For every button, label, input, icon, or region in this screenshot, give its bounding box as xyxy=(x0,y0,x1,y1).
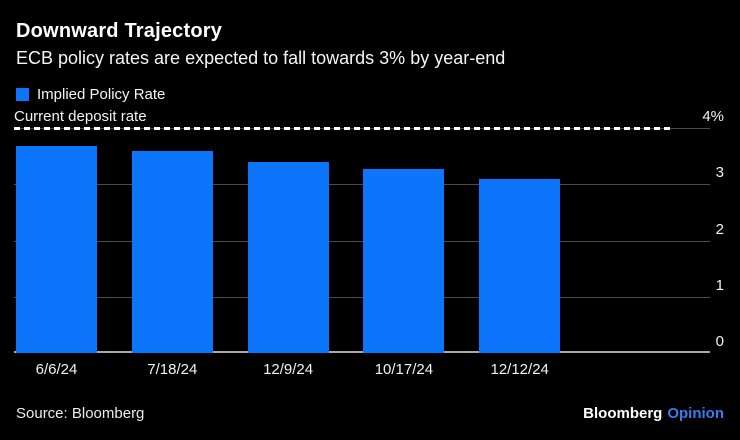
brand-name: Bloomberg xyxy=(583,405,663,422)
gridline-3 xyxy=(14,184,710,186)
legend: Implied Policy Rate xyxy=(16,86,165,103)
x-axis-tick-label: 6/6/24 xyxy=(35,361,78,378)
source-note: Source: Bloomberg xyxy=(16,405,145,422)
x-axis-baseline xyxy=(14,351,710,353)
bar-12-12-24 xyxy=(479,178,561,353)
plot-area: 0 1 2 3 4% 6/6/24 7/18/24 12/9/24 10/17/24 12/12/… xyxy=(14,108,724,378)
brand-logo: Bloomberg Opinion xyxy=(583,405,724,422)
bar-12-9-24 xyxy=(247,161,329,353)
chart-title: Downward Trajectory xyxy=(16,20,223,42)
x-axis-tick-label: 12/9/24 xyxy=(263,361,314,378)
y-axis-tick-label: 1 xyxy=(715,276,724,294)
bar-6-6-24 xyxy=(16,146,97,353)
x-axis-tick-label: 7/18/24 xyxy=(147,361,198,378)
y-axis-tick-label: 3 xyxy=(715,164,724,182)
x-axis-tick-label: 12/12/24 xyxy=(490,361,549,378)
reference-dashed-line xyxy=(14,127,674,130)
y-axis-tick-label: 0 xyxy=(715,333,724,350)
y-axis-tick-label: 4% xyxy=(702,108,724,125)
x-axis-tick-label: 10/17/24 xyxy=(374,361,434,378)
legend-swatch-icon xyxy=(16,88,29,101)
bar-7-18-24 xyxy=(131,150,213,353)
chart-subtitle: ECB policy rates are expected to fall to… xyxy=(16,48,506,68)
y-axis-tick-label: 2 xyxy=(715,220,724,238)
bar-10-17-24 xyxy=(363,168,445,353)
brand-suffix: Opinion xyxy=(667,405,724,422)
legend-label: Implied Policy Rate xyxy=(37,86,166,103)
gridline-2 xyxy=(14,240,710,242)
reference-line-label: Current deposit rate xyxy=(14,108,147,125)
gridline-1 xyxy=(14,296,710,298)
